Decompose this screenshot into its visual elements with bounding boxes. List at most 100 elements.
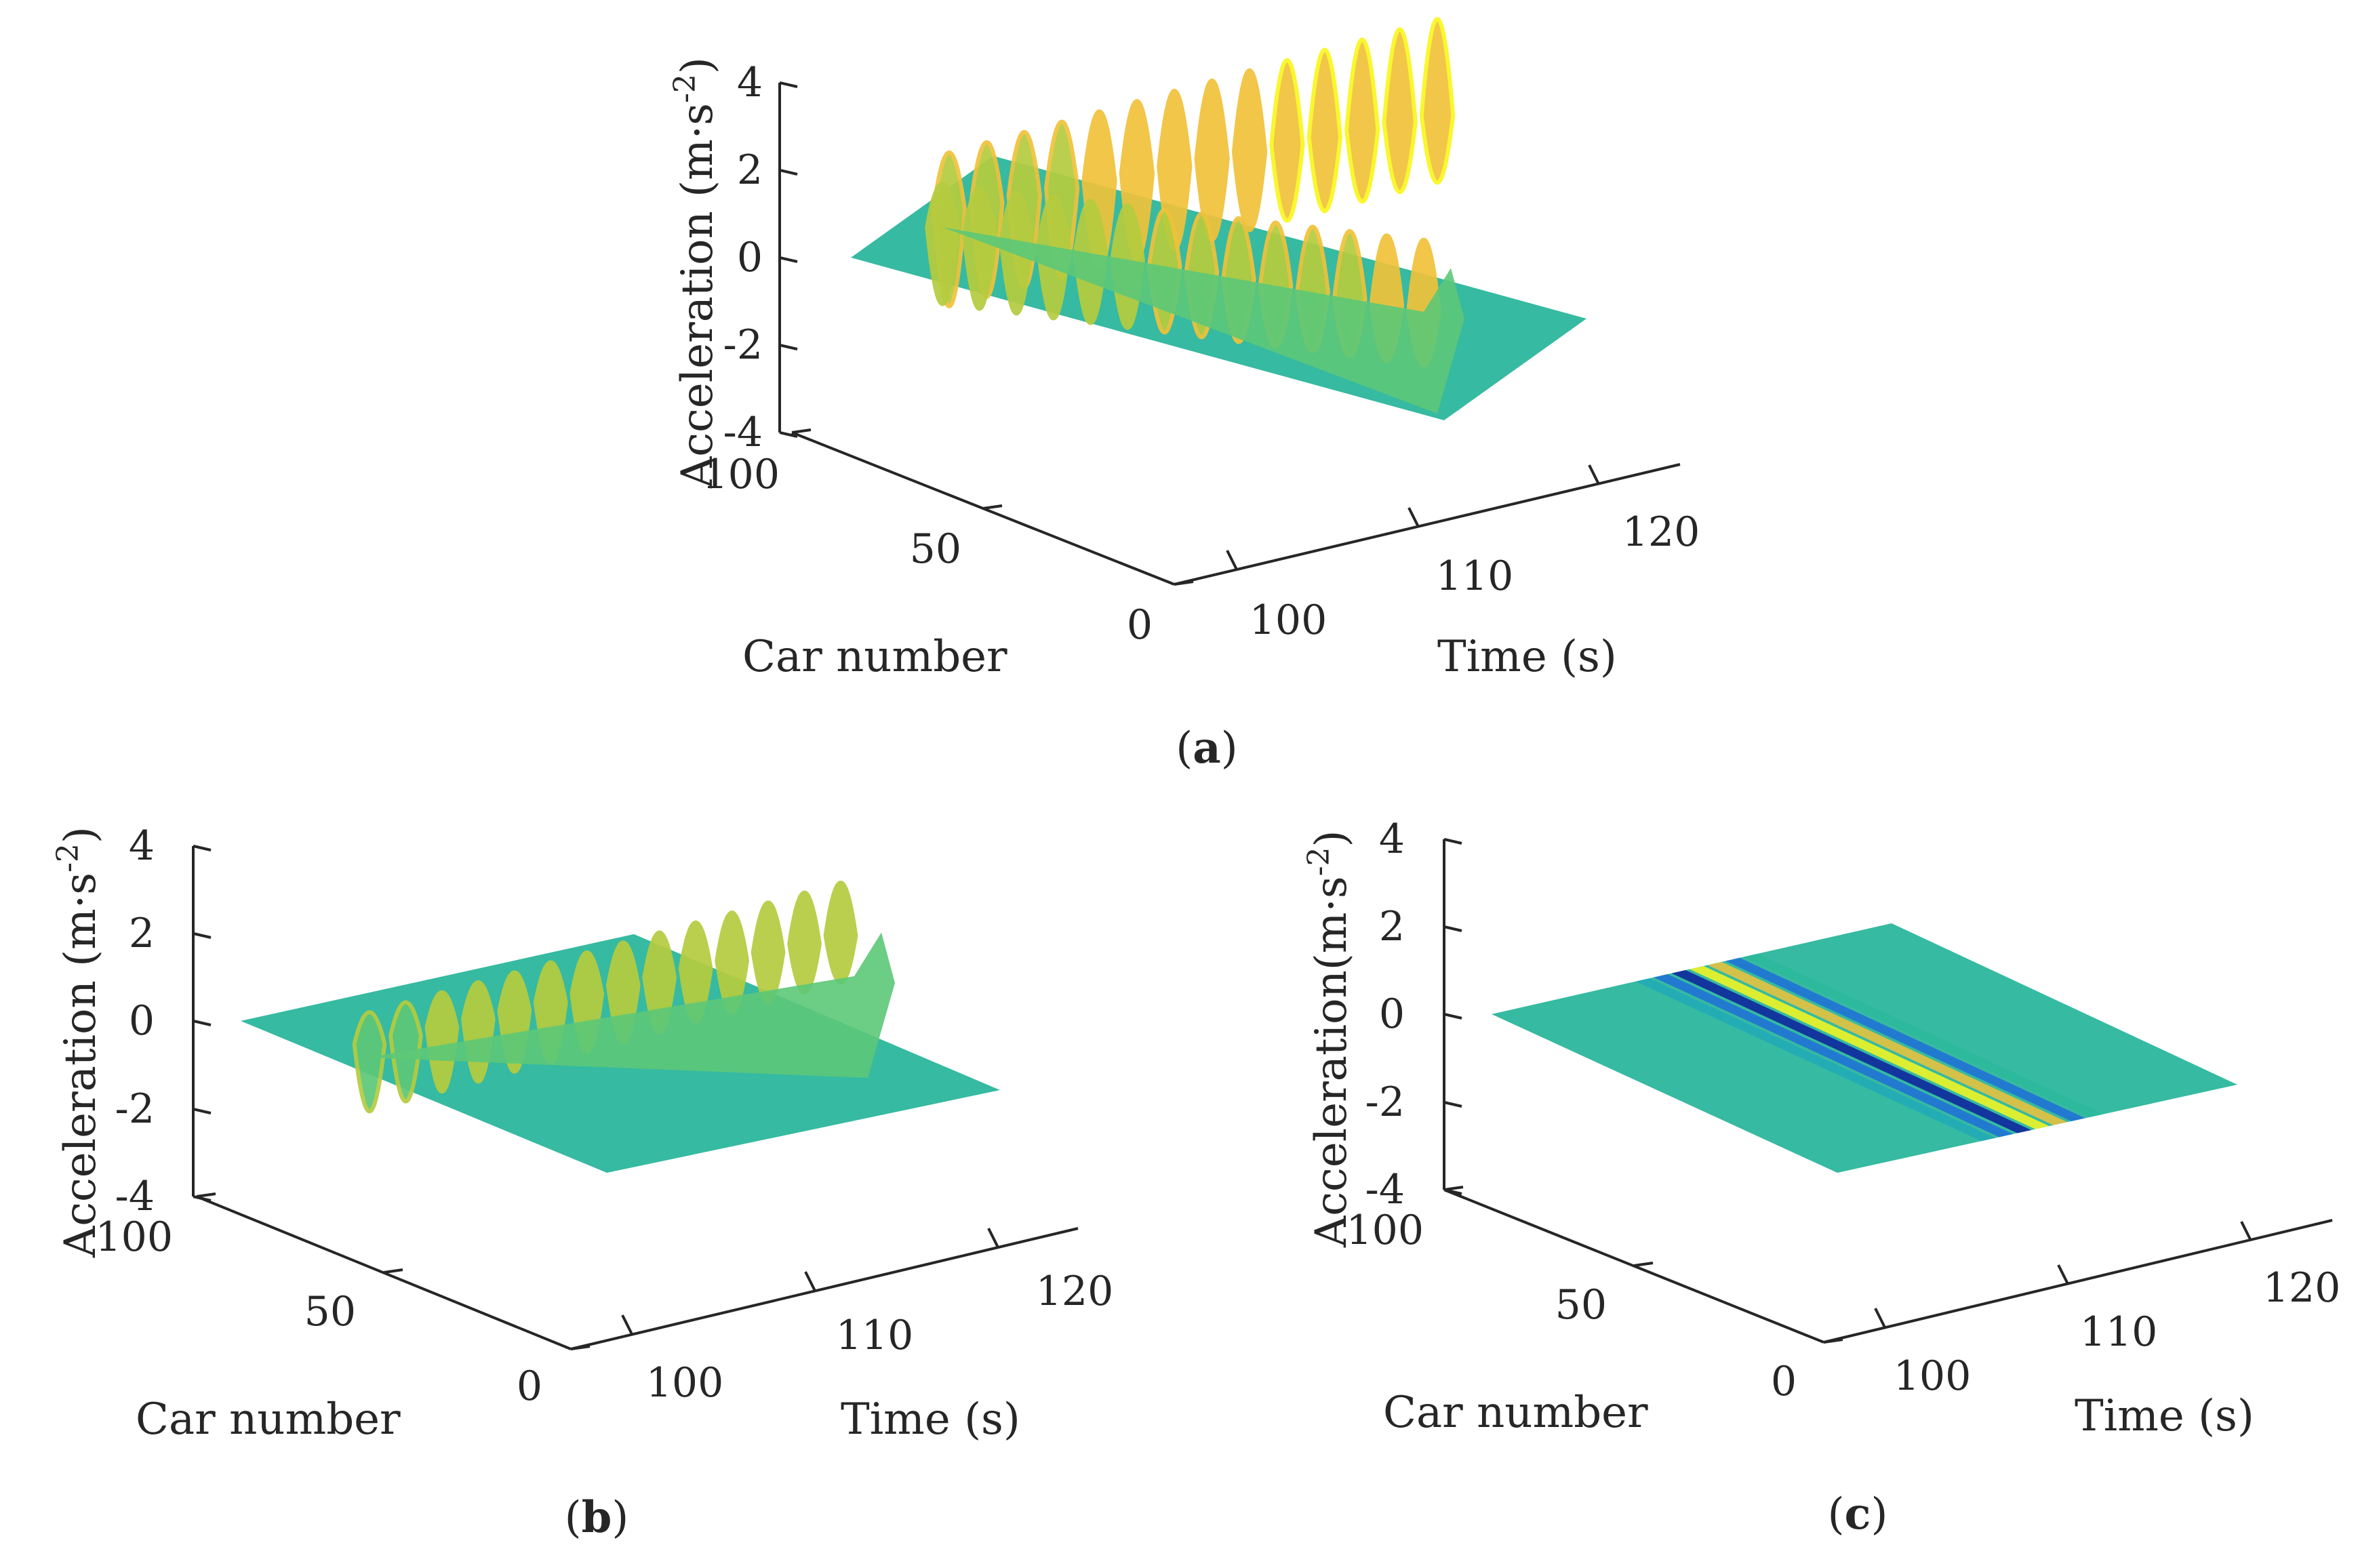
panel-a-z-tick-label: -4 <box>723 409 763 456</box>
panel-a-x-tick-label: 110 <box>1436 552 1514 600</box>
surface-fin <box>1344 37 1380 204</box>
panel-a-x-tick-mark <box>1226 550 1238 570</box>
panel-c-x-tick-label: 120 <box>2263 1264 2341 1312</box>
panel-b-z-axis-label: Acceleration (m·s-2) <box>51 826 106 1258</box>
panel-a-x-tick-mark <box>1407 507 1420 527</box>
panel-b-y-tick-label: 50 <box>304 1288 356 1335</box>
panel-c-x-tick-mark <box>2057 1264 2069 1285</box>
surface-stripe <box>1671 970 2032 1133</box>
panel-a-z-tick-label: 0 <box>737 234 763 281</box>
panel-b-z-tick-label: -4 <box>115 1173 155 1220</box>
panel-b-z-tick-mark <box>193 845 212 851</box>
panel-c-z-axis-label: Acceleration(m·s-2) <box>1302 830 1357 1249</box>
surface-fin <box>1419 17 1456 185</box>
panel-b-y-tick-label: 0 <box>517 1363 542 1410</box>
panel-c-y-tick-mark <box>1633 1262 1654 1267</box>
panel-b-y-axis-label: Car number <box>136 1394 401 1445</box>
panel-c-y-tick-label: 50 <box>1555 1281 1607 1329</box>
panel-c-z-tick-label: 2 <box>1379 903 1405 950</box>
panel-a-z-tick-mark <box>779 169 798 176</box>
surface-ridge <box>942 227 1464 414</box>
panel-b-x-tick-mark <box>804 1271 816 1291</box>
panel-a-z-tick-mark <box>779 256 798 263</box>
panel-a-z-tick-mark <box>779 344 798 350</box>
panel-c-z-tick-mark <box>1443 1101 1462 1108</box>
panel-c-surface <box>1492 923 2237 1173</box>
panel-b-z-tick-mark <box>193 932 212 939</box>
panel-b-x-axis <box>570 1227 1079 1350</box>
surface-fin <box>1269 58 1305 223</box>
panel-a: 4 2 0 -2 -4 100 50 0 Car number 100 110 … <box>668 17 1700 773</box>
panel-b-x-tick-mark <box>621 1314 633 1335</box>
surface-fin <box>823 880 858 985</box>
panel-a-y-tick-label: 0 <box>1127 601 1153 649</box>
surface-stripe <box>1635 978 1996 1142</box>
panel-b-surface <box>241 880 1000 1173</box>
panel-b-y-tick-mark <box>196 1192 216 1198</box>
panel-a-z-tick-label: 2 <box>737 146 763 194</box>
panel-a-y-tick-label: 50 <box>910 525 961 573</box>
panel-a-z-tick-mark <box>779 431 798 438</box>
panel-a-y-axis-label: Car number <box>742 632 1007 682</box>
panel-b: 4 2 0 -2 -4 100 50 0 Car number 100 110 … <box>51 822 1114 1543</box>
panel-c-y-tick-mark <box>1443 1186 1464 1191</box>
panel-c-x-tick-mark <box>2240 1221 2252 1241</box>
panel-c-label: (c) <box>1828 1489 1888 1540</box>
panel-c-x-tick-label: 100 <box>1894 1352 1972 1400</box>
panel-b-y-tick-label: 100 <box>95 1213 173 1261</box>
panel-b-z-tick-mark <box>193 1108 212 1114</box>
panel-c-z-tick-label: -4 <box>1365 1166 1405 1213</box>
surface-fin <box>1382 27 1418 195</box>
surface-fin <box>961 186 997 311</box>
panel-b-z-tick-label: 4 <box>129 822 155 870</box>
surface-stripe <box>1743 953 2104 1118</box>
panel-b-z-tick-mark <box>193 1020 212 1026</box>
panel-a-y-tick-mark <box>982 504 1003 510</box>
panel-c-z-tick-label: 4 <box>1379 816 1405 863</box>
panel-a-label: (a) <box>1176 723 1237 773</box>
panel-b-x-axis-label: Time (s) <box>841 1394 1020 1445</box>
panel-c-x-tick-mark <box>1874 1308 1886 1328</box>
panel-a-x-axis <box>1174 463 1681 586</box>
panel-b-z-tick-label: 0 <box>129 997 155 1045</box>
surface-fin <box>925 182 960 306</box>
panel-b-x-tick-label: 110 <box>836 1312 914 1359</box>
surface-stripe <box>1707 961 2068 1125</box>
panel-b-label: (b) <box>565 1492 629 1543</box>
panel-a-y-tick-mark <box>791 428 812 434</box>
panel-a-x-tick-mark <box>1588 464 1600 485</box>
panel-b-y-tick-mark <box>383 1268 403 1274</box>
panel-c-x-tick-label: 110 <box>2080 1308 2158 1356</box>
panel-b-x-tick-label: 100 <box>646 1359 724 1407</box>
panel-b-y-axis <box>196 1195 572 1350</box>
panel-b-z-tick-label: -2 <box>115 1085 155 1133</box>
surface-stripe <box>1690 965 2050 1129</box>
panel-c-z-tick-mark <box>1443 1013 1462 1020</box>
panel-a-x-tick-label: 100 <box>1250 597 1327 644</box>
panel-b-x-tick-label: 120 <box>1036 1268 1114 1315</box>
panel-a-y-tick-label: 100 <box>702 451 780 498</box>
panel-a-z-tick-label: 4 <box>737 59 763 106</box>
surface-stripe <box>1653 974 2014 1138</box>
panel-c-z-tick-mark <box>1443 925 1462 932</box>
surface-fin <box>1231 68 1268 233</box>
panel-b-z-tick-label: 2 <box>129 910 155 957</box>
panel-c-z-tick-mark <box>1443 838 1462 845</box>
panel-c-y-tick-label: 100 <box>1346 1207 1424 1254</box>
panel-b-x-tick-mark <box>987 1228 999 1248</box>
surface-fin <box>1306 47 1343 214</box>
panel-c-z-tick-label: 0 <box>1379 990 1405 1038</box>
panel-c-y-tick-label: 0 <box>1771 1358 1797 1405</box>
panel-a-surface <box>851 17 1586 420</box>
surface-stripe <box>1725 957 2085 1121</box>
panel-c-y-axis-label: Car number <box>1383 1388 1648 1438</box>
surface-fin <box>787 890 822 995</box>
panel-a-z-tick-mark <box>779 81 798 88</box>
panel-c-y-axis <box>1443 1188 1824 1344</box>
panel-c-z-tick-label: -2 <box>1365 1079 1405 1126</box>
panel-c: 4 2 0 -2 -4 100 50 0 Car number 100 110 … <box>1302 816 2341 1540</box>
panel-a-z-axis-label: Acceleration (m·s-2) <box>668 57 723 489</box>
panel-a-x-tick-label: 120 <box>1622 508 1700 556</box>
surface-ridge <box>366 932 895 1078</box>
